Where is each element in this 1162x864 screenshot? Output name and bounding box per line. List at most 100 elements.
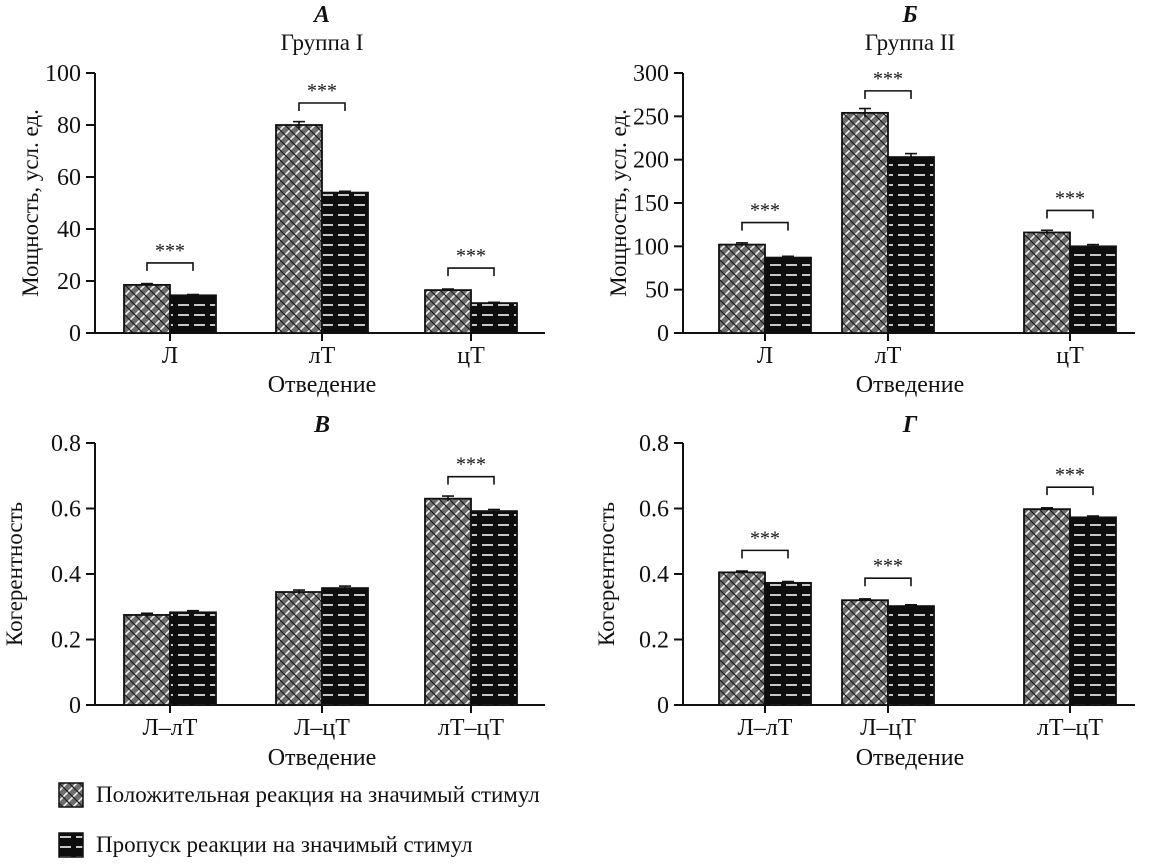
significance-label: *** [1055,187,1085,209]
panel-letter: В [313,412,330,438]
significance-label: *** [873,555,903,577]
bar-omission [470,510,518,706]
crosshatch-swatch-icon [58,782,84,808]
significance-label: *** [307,80,337,102]
significance-bracket [146,262,194,271]
category-label: Л–цТ [860,715,916,741]
bar-omission [764,256,812,334]
y-axis-label: Когерентность [594,502,619,646]
bar-positive [1023,231,1071,334]
significance-label: *** [456,245,486,267]
y-tick-label: 150 [633,191,669,217]
category-label: Л–цТ [294,715,350,741]
bar-omission [321,191,369,334]
legend-label-omission: Пропуск реакции на значимый стимул [96,832,473,857]
bar-positive [424,497,472,706]
legend-label-positive: Положительная реакция на значимый стимул [96,782,540,807]
x-axis-label: Отведение [856,372,965,398]
y-axis-label: Мощность, усл. ед. [18,109,43,297]
bar-omission [764,581,812,706]
x-axis-label: Отведение [856,745,965,771]
y-tick-label: 20 [57,269,81,295]
y-tick-label: 0 [69,693,81,719]
category-label: Л–лТ [738,715,793,741]
category-label: лТ–цТ [438,715,504,741]
significance-bracket [447,267,495,277]
bar-omission [321,587,369,706]
y-tick-label: 0.8 [639,431,669,457]
y-tick-label: 100 [633,234,669,260]
bar-omission [1069,516,1117,706]
significance-bracket [741,549,789,559]
panel-letter: Б [901,2,917,28]
significance-label: *** [155,240,185,262]
bar-positive [718,571,766,706]
panel-title: Группа II [865,30,955,55]
y-tick-label: 50 [645,278,669,304]
y-tick-label: 300 [633,61,669,87]
bar-omission [169,611,217,706]
category-label: лТ [309,343,336,369]
significance-bracket [864,577,912,587]
bar-omission [887,156,935,334]
significance-bracket [1046,486,1094,496]
bar-positive [841,599,889,706]
y-tick-label: 0 [657,693,669,719]
panel-d-coherence-group-2: Г 0 0.2 0.4 0.6 0.8 Когерентность Л–лТ *** Л–цТ **… [594,412,1135,771]
category-label: цТ [457,343,485,369]
significance-label: *** [456,454,486,476]
significance-bracket [298,102,346,111]
bar-positive [424,289,472,334]
bar-positive [123,283,171,334]
significance-label: *** [750,200,780,222]
y-tick-label: 0.6 [51,497,81,523]
significance-bracket [741,221,789,231]
bar-positive [275,591,323,706]
panel-title: Группа I [281,30,364,55]
bar-positive [718,243,766,334]
y-tick-label: 0.4 [51,562,81,588]
significance-label: *** [1055,464,1085,486]
y-tick-label: 0.6 [639,497,669,523]
y-tick-label: 250 [633,104,669,130]
legend-item-omission: Пропуск реакции на значимый стимул [58,832,473,858]
bar-omission [470,302,518,334]
bar-positive [1023,508,1071,706]
category-label: цТ [1056,343,1084,369]
x-axis-label: Отведение [268,372,377,398]
panel-letter: А [312,2,330,28]
y-axis-label: Мощность, усл. ед. [606,109,631,297]
significance-label: *** [750,527,780,549]
category-label: лТ [875,343,902,369]
panel-letter: Г [902,412,918,438]
category-label: Л–лТ [143,715,198,741]
significance-label: *** [873,68,903,90]
panel-c-coherence-group-1: В 0 0.2 0.4 0.6 0.8 Когерентность Л–лТ Л–цТ лТ–цТ… [2,412,545,771]
x-axis-label: Отведение [268,745,377,771]
bar-positive [841,111,889,334]
bar-positive [275,124,323,334]
bar-positive [123,614,171,706]
y-tick-label: 0 [69,321,81,347]
y-axis-label: Когерентность [2,502,27,646]
y-tick-label: 40 [57,217,81,243]
y-tick-label: 0.4 [639,562,669,588]
y-tick-label: 0.2 [639,628,669,654]
y-tick-label: 60 [57,165,81,191]
significance-bracket [864,90,912,99]
significance-bracket [447,475,495,485]
dashed-swatch-icon [58,832,84,858]
legend-item-positive: Положительная реакция на значимый стимул [58,782,540,808]
category-label: лТ–цТ [1037,715,1103,741]
category-label: Л [162,343,178,369]
bar-omission [169,294,217,334]
y-tick-label: 0.2 [51,628,81,654]
bar-omission [887,605,935,706]
y-tick-label: 0.8 [51,431,81,457]
y-tick-label: 0 [657,321,669,347]
y-tick-label: 100 [45,61,81,87]
y-tick-label: 200 [633,148,669,174]
